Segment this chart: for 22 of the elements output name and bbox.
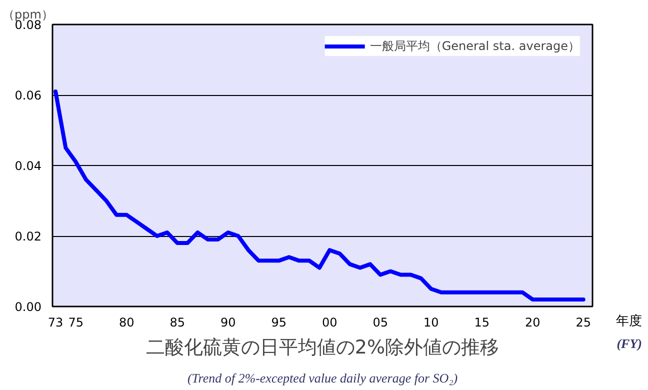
x-tick-label: 73: [48, 316, 64, 330]
x-tick-label: 25: [576, 316, 592, 330]
x-tick-label: 15: [474, 316, 490, 330]
x-tick-label: 10: [423, 316, 439, 330]
x-tick-label: 90: [220, 316, 236, 330]
x-tick-label: 75: [68, 316, 84, 330]
y-tick-label: 0.02: [14, 230, 42, 244]
y-tick-label: 0.06: [14, 88, 42, 102]
x-tick-label: 00: [322, 316, 338, 330]
x-tick-label: 20: [524, 316, 540, 330]
x-axis-title: 年度 (FY): [616, 313, 642, 353]
y-tick-label: 0.04: [14, 159, 42, 173]
text: (Trend of 2%-excepted value daily average for SO₂): [187, 370, 458, 386]
line-series: [54, 89, 586, 302]
text: 二酸化硫黄の日平均値の2%除外値の推移: [146, 336, 500, 358]
y-axis-title: （ppm）: [2, 8, 54, 22]
y-tick-label: 0.00: [14, 300, 42, 314]
x-tick-label: 85: [170, 316, 185, 330]
x-tick-label: 05: [372, 316, 388, 330]
x-tick-label: 95: [271, 316, 286, 330]
legend-label: 一般局平均（General sta. average）: [370, 38, 580, 54]
x-tick-label: 80: [118, 316, 134, 330]
